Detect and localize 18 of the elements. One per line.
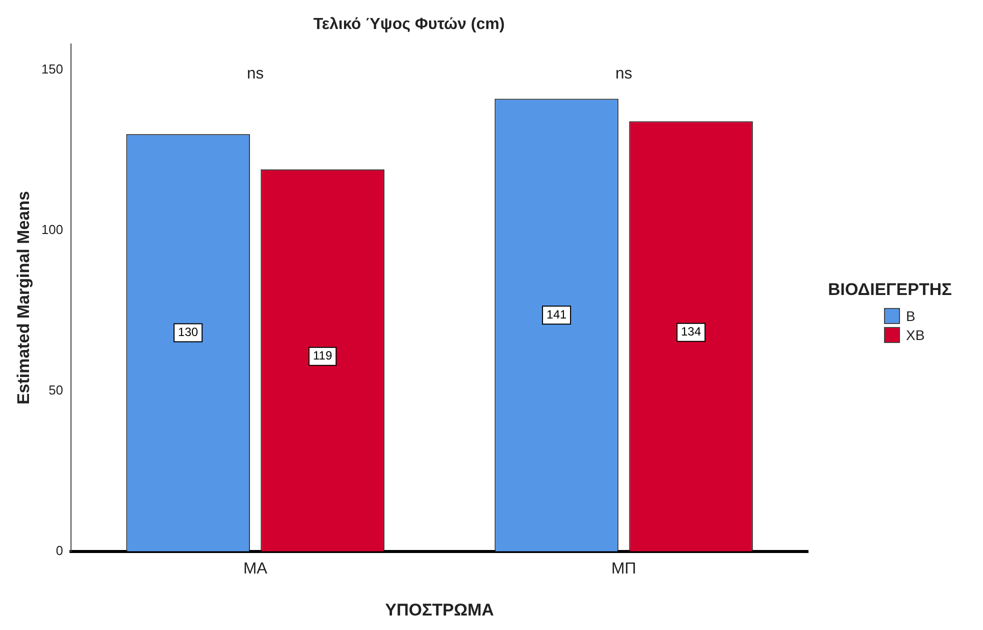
y-tick-label: 50 [48, 382, 64, 398]
legend-label: ΧΒ [906, 327, 925, 343]
legend-label: Β [906, 308, 916, 324]
chart-title: Τελικό Ύψος Φυτών (cm) [313, 16, 505, 34]
annotation: ns [615, 66, 632, 83]
x-tick-label: ΜΠ [611, 560, 636, 578]
legend-title: ΒΙΟΔΙΕΓΕΡΤΗΣ [828, 280, 952, 300]
data-label: 119 [312, 348, 332, 363]
data-label: 134 [681, 324, 702, 339]
x-tick-label: ΜΑ [243, 560, 268, 578]
annotation: ns [246, 66, 264, 83]
y-tick-label: 150 [41, 61, 64, 76]
data-label: 130 [178, 325, 198, 340]
data-label: 141 [546, 307, 567, 322]
y-tick-label: 100 [41, 222, 64, 237]
y-axis-title: Estimated Marginal Means [14, 191, 33, 405]
x-axis-title: ΥΠΟΣΤΡΩΜΑ [385, 600, 494, 620]
y-tick-label: 0 [56, 542, 64, 558]
